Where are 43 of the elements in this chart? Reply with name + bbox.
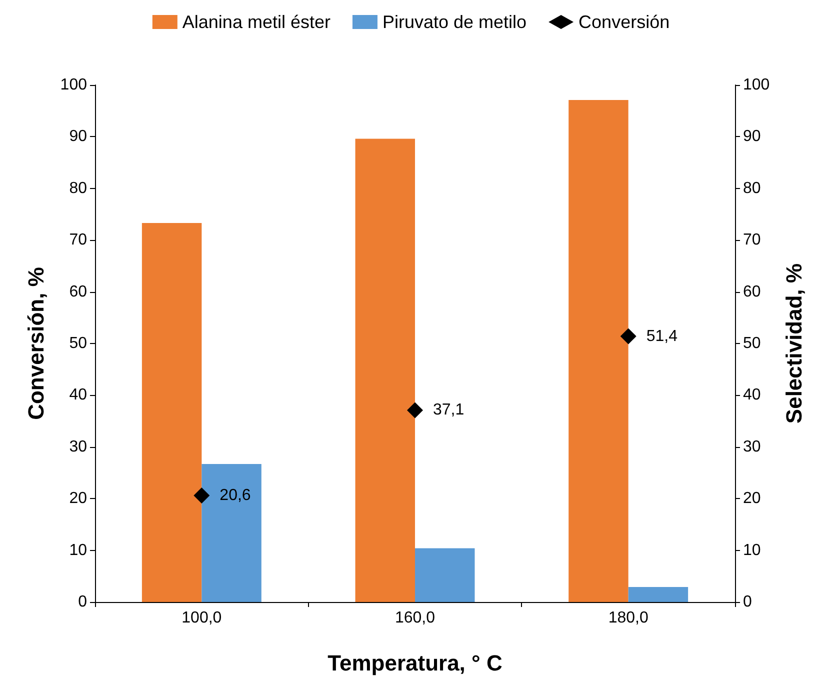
y2-tick-label: 10 <box>743 542 761 559</box>
x-tick-label: 160,0 <box>394 610 436 626</box>
y-tick-label: 80 <box>69 180 88 197</box>
bar <box>628 587 688 602</box>
y2-tick-label: 70 <box>743 232 761 249</box>
y-axis-title: Conversión, % <box>24 267 48 420</box>
x-tick-label: 180,0 <box>608 610 648 626</box>
bar <box>142 223 202 602</box>
y2-tick-label: 80 <box>743 180 761 197</box>
bar <box>568 100 628 602</box>
y2-tick-label: 50 <box>743 335 761 352</box>
y2-tick-label: 90 <box>743 128 761 146</box>
bar <box>355 138 415 602</box>
y2-tick-label: 20 <box>743 490 761 508</box>
y-tick-label: 40 <box>69 386 88 404</box>
y-tick-label: 10 <box>69 542 88 559</box>
y2-axis-title: Selectividad, % <box>782 263 806 424</box>
data-label: 37,1 <box>433 402 464 419</box>
x-axis-title: Temperatura, ° C <box>328 650 502 676</box>
y-tick-label: 70 <box>69 232 88 249</box>
y-tick-label: 60 <box>69 283 88 300</box>
y-tick-label: 30 <box>69 438 88 456</box>
data-label: 20,6 <box>220 487 251 504</box>
point <box>407 402 423 418</box>
legend-label: Piruvato de metilo <box>382 12 527 32</box>
x-tick-label: 100,0 <box>182 610 222 626</box>
y-tick-label: 20 <box>69 490 88 508</box>
y2-tick-label: 60 <box>743 283 761 300</box>
y-tick-label: 0 <box>78 594 88 610</box>
bar <box>202 464 262 602</box>
y-tick-label: 90 <box>69 128 88 146</box>
legend-label: Alanina metil éster <box>182 12 330 32</box>
y2-tick-label: 100 <box>743 76 770 94</box>
point <box>194 488 210 504</box>
y2-tick-label: 0 <box>743 594 752 610</box>
y2-tick-label: 30 <box>743 438 761 456</box>
y-tick-label: 100 <box>60 76 88 94</box>
y2-tick-label: 40 <box>743 386 761 404</box>
legend-label: Conversión <box>578 12 670 32</box>
y-tick-label: 50 <box>69 335 88 352</box>
point <box>620 328 636 344</box>
bar <box>415 548 475 602</box>
data-label: 51,4 <box>646 328 678 345</box>
